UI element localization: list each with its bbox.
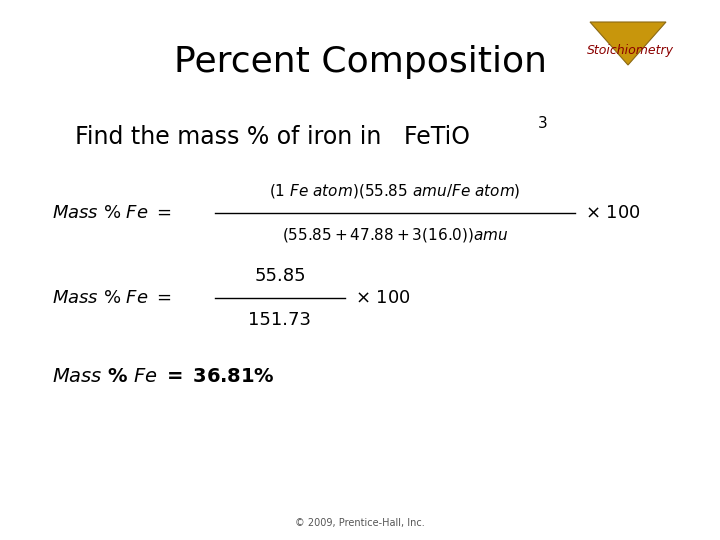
Text: $\mathbf{\mathit{Mass}}$ $\mathbf{\%}$ $\mathbf{\mathit{Fe}}$ $\mathbf{=}$ $\mat: $\mathbf{\mathit{Mass}}$ $\mathbf{\%}$ $… (52, 368, 275, 387)
Text: Find the mass % of iron in   FeTiO: Find the mass % of iron in FeTiO (75, 125, 470, 149)
Text: Percent Composition: Percent Composition (174, 45, 546, 79)
Text: 55.85: 55.85 (254, 267, 306, 285)
Text: $\times$ 100: $\times$ 100 (355, 289, 411, 307)
Text: 3: 3 (538, 116, 548, 131)
Text: 151.73: 151.73 (248, 311, 312, 329)
Text: $(1$ $\mathit{Fe\ atom})(55.85\ \mathit{amu/Fe\ atom})$: $(1$ $\mathit{Fe\ atom})(55.85\ \mathit{… (269, 182, 521, 200)
Text: $\mathit{Mass}$ $\%$ $\mathit{Fe}$ $=$: $\mathit{Mass}$ $\%$ $\mathit{Fe}$ $=$ (52, 289, 171, 307)
Text: © 2009, Prentice-Hall, Inc.: © 2009, Prentice-Hall, Inc. (295, 518, 425, 528)
Polygon shape (590, 22, 666, 65)
Text: Stoichiometry: Stoichiometry (587, 44, 673, 57)
Text: $\mathit{Mass}$ $\%$ $\mathit{Fe}$ $=$: $\mathit{Mass}$ $\%$ $\mathit{Fe}$ $=$ (52, 204, 171, 222)
Text: $\times$ 100: $\times$ 100 (585, 204, 641, 222)
Text: $(55.85 + 47.88 + 3(16.0))\mathit{amu}$: $(55.85 + 47.88 + 3(16.0))\mathit{amu}$ (282, 226, 508, 244)
